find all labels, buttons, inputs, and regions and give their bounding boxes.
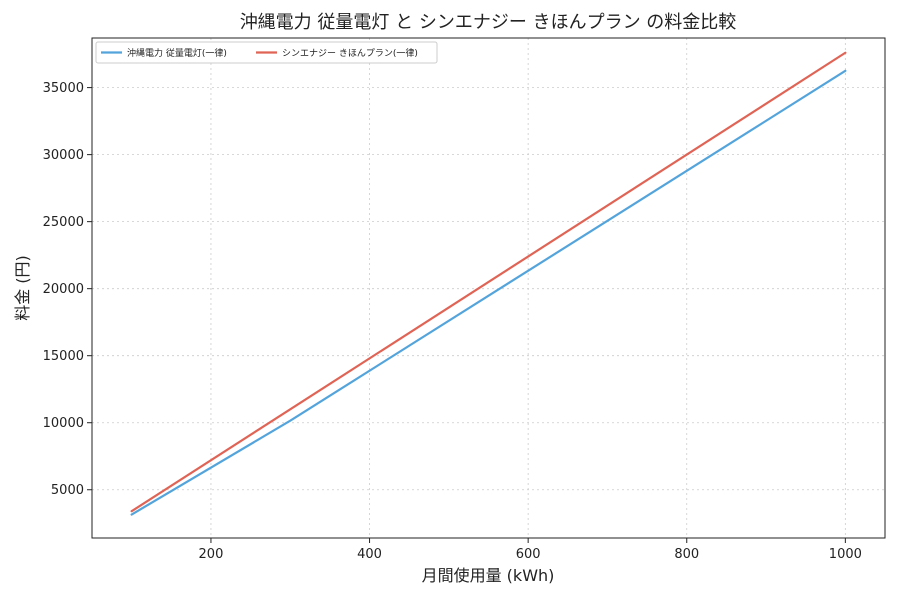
y-axis: 5000 10000 15000 20000 25000 30000 35000: [43, 81, 92, 498]
grid: [92, 38, 885, 538]
y-tick-label: 5000: [51, 483, 84, 498]
y-tick-label: 25000: [43, 215, 84, 230]
y-tick-label: 20000: [43, 282, 84, 297]
x-tick-label: 1000: [829, 547, 862, 562]
series-lines: [130, 51, 847, 516]
x-tick-label: 200: [199, 547, 224, 562]
y-tick-label: 10000: [43, 416, 84, 431]
series-line-shinenergy: [130, 51, 847, 513]
x-axis: 200 400 600 800 1000: [199, 538, 862, 562]
y-tick-label: 30000: [43, 148, 84, 163]
plot-area-frame: [91, 37, 886, 539]
x-tick-label: 400: [357, 547, 382, 562]
chart-title: 沖縄電力 従量電灯 と シンエナジー きほんプラン の料金比較: [240, 12, 737, 33]
legend-label-okinawa: 沖縄電力 従量電灯(一律): [127, 47, 227, 59]
legend-label-shinenergy: シンエナジー きほんプラン(一律): [282, 47, 418, 59]
y-tick-label: 15000: [43, 349, 84, 364]
y-tick-label: 35000: [43, 81, 84, 96]
x-tick-label: 600: [516, 547, 541, 562]
x-tick-label: 800: [674, 547, 699, 562]
legend: 沖縄電力 従量電灯(一律) シンエナジー きほんプラン(一律): [95, 41, 438, 64]
series-line-okinawa: [130, 69, 847, 516]
x-axis-label: 月間使用量 (kWh): [422, 566, 555, 585]
y-axis-label: 料金 (円): [13, 255, 32, 321]
